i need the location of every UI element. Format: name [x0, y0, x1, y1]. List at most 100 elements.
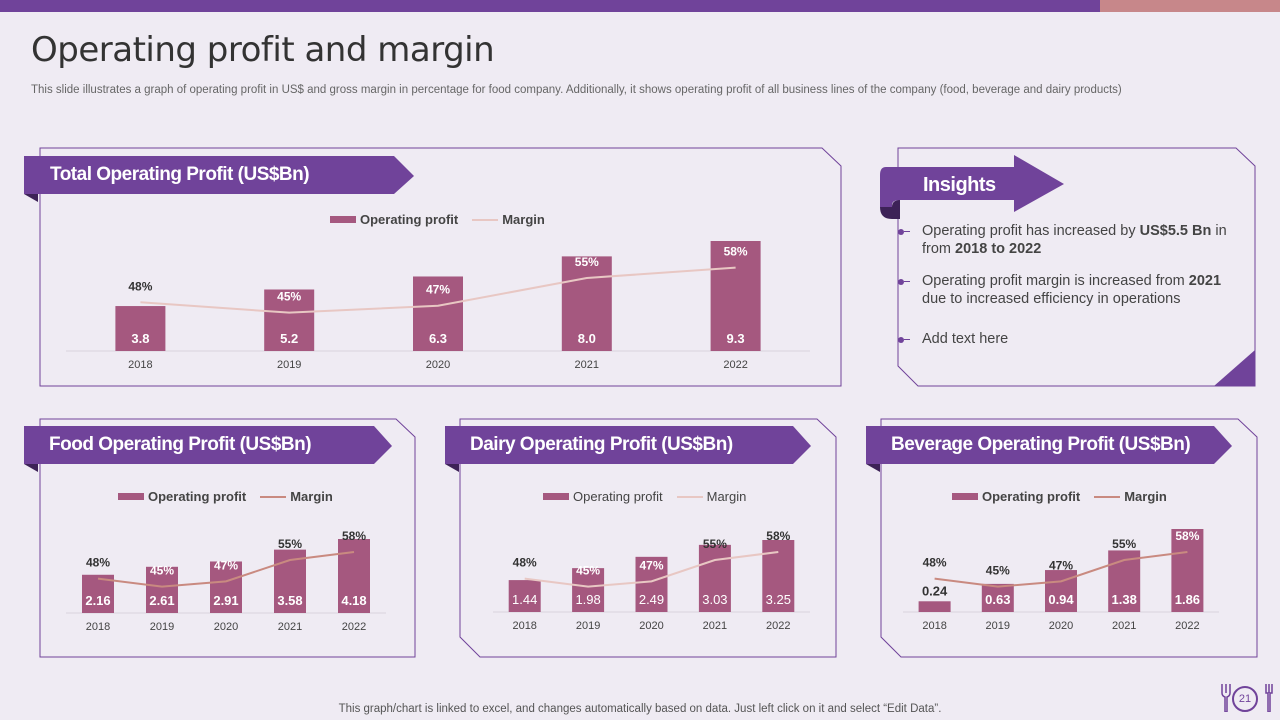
total-chart-legend: Operating profit Margin	[330, 212, 545, 227]
margin-value-label: 47%	[214, 558, 238, 572]
legend-label: Operating profit	[982, 489, 1081, 504]
margin-line	[934, 551, 1188, 588]
x-tick-label: 2022	[342, 621, 366, 633]
bar-value-label: 2.16	[85, 593, 110, 608]
legend-item-operating-profit: Operating profit	[543, 489, 663, 504]
bullet-icon	[898, 337, 910, 343]
bar-value-label: 6.3	[429, 331, 447, 346]
legend-bar-swatch	[330, 216, 356, 223]
margin-line	[524, 551, 779, 588]
x-tick-label: 2021	[278, 621, 302, 633]
margin-value-label: 45%	[986, 564, 1010, 578]
bar-2021	[561, 256, 612, 351]
x-tick-label: 2018	[512, 620, 536, 632]
margin-value-label: 58%	[1175, 529, 1199, 543]
legend-label: Operating profit	[360, 212, 459, 227]
bar-2019	[146, 566, 178, 613]
legend-label: Margin	[290, 489, 333, 504]
total-chart-title: Total Operating Profit (US$Bn)	[50, 164, 310, 185]
bar-value-label: 9.3	[727, 331, 745, 346]
bar-2019	[572, 568, 605, 612]
margin-line	[97, 551, 355, 588]
insight-bold: 2021	[1188, 273, 1222, 289]
legend-item-margin: Margin	[1094, 489, 1167, 504]
legend-bar-swatch	[118, 493, 144, 500]
margin-value-label: 55%	[703, 537, 727, 551]
insights-title-banner: Insights	[878, 155, 1068, 221]
bar-value-label: 2.61	[149, 593, 174, 608]
x-tick-label: 2021	[575, 359, 599, 371]
bar-value-label: 3.8	[131, 331, 149, 346]
insight-bold: 2018 to 2022	[955, 241, 1042, 257]
legend-item-margin: Margin	[676, 489, 746, 504]
banner-shape	[445, 426, 811, 472]
margin-value-label: 58%	[724, 245, 748, 259]
legend-bar-swatch	[952, 493, 978, 500]
margin-value-label: 48%	[86, 556, 110, 570]
legend-line-swatch	[676, 495, 703, 498]
insight-point: Operating profit margin is increased fro…	[898, 272, 1240, 308]
legend-label: Operating profit	[573, 489, 663, 504]
x-tick-label: 2018	[922, 620, 946, 632]
x-tick-label: 2019	[986, 620, 1010, 632]
margin-value-label: 48%	[513, 556, 537, 570]
bar-value-label: 3.58	[277, 593, 302, 608]
bar-2020	[635, 556, 668, 612]
x-tick-label: 2019	[150, 621, 174, 633]
bar-value-label: 0.94	[1048, 592, 1074, 607]
bar-value-label: 0.24	[922, 583, 948, 598]
legend-item-operating-profit: Operating profit	[118, 489, 246, 504]
legend-bar-swatch	[543, 493, 569, 500]
legend-item-operating-profit: Operating profit	[952, 489, 1080, 504]
insight-text: Operating profit has increased by	[922, 223, 1140, 239]
banner-shape	[24, 156, 414, 202]
banner-shape	[24, 426, 392, 472]
margin-value-label: 55%	[278, 537, 302, 551]
top-accent-bar	[0, 0, 1100, 12]
insight-bold: US$5.5 Bn	[1139, 223, 1212, 239]
food-chart-legend: Operating profit Margin	[118, 489, 333, 504]
bar-2019	[264, 289, 315, 351]
insight-text: Add text here	[922, 331, 1009, 347]
bar-value-label: 1.38	[1112, 592, 1137, 607]
bar-2020	[210, 561, 242, 613]
bar-2022	[710, 241, 761, 351]
margin-value-label: 48%	[128, 279, 152, 293]
bar-value-label: 5.2	[280, 331, 298, 346]
legend-label: Margin	[502, 212, 545, 227]
legend-label: Margin	[1124, 489, 1167, 504]
dairy-chart-legend: Operating profit Margin	[543, 489, 746, 504]
insight-text: in from	[922, 223, 1227, 257]
food-chart-title: Food Operating Profit (US$Bn)	[49, 434, 312, 455]
legend-line-swatch	[472, 218, 499, 221]
beverage-chart-legend: Operating profit Margin	[952, 489, 1167, 504]
bar-2020	[413, 276, 463, 351]
dairy-chart-title: Dairy Operating Profit (US$Bn)	[470, 434, 733, 455]
banner-shape	[866, 426, 1232, 472]
legend-item-margin: Margin	[472, 212, 545, 227]
x-tick-label: 2020	[426, 359, 450, 371]
page-subtitle: This slide illustrates a graph of operat…	[31, 84, 1122, 96]
bar-value-label: 0.63	[985, 592, 1010, 607]
insight-point: Add text here	[898, 330, 1240, 348]
insights-title: Insights	[923, 173, 996, 196]
x-tick-label: 2019	[576, 620, 600, 632]
margin-value-label: 55%	[1112, 537, 1136, 551]
bar-value-label: 1.86	[1175, 592, 1200, 607]
margin-line	[140, 266, 736, 314]
bar-2018	[508, 580, 541, 612]
bar-2018	[918, 601, 951, 612]
margin-value-label: 47%	[426, 283, 450, 297]
bar-value-label: 2.49	[639, 592, 664, 607]
bar-value-label: 2.91	[213, 593, 238, 608]
margin-value-label: 58%	[342, 529, 366, 543]
bar-value-label: 8.0	[578, 331, 596, 346]
fork-icon	[1221, 684, 1231, 712]
legend-line-swatch	[1094, 495, 1121, 498]
bullet-icon	[898, 229, 910, 235]
margin-value-label: 45%	[576, 564, 600, 578]
bar-2022	[338, 539, 370, 613]
bar-value-label: 1.44	[512, 592, 537, 607]
